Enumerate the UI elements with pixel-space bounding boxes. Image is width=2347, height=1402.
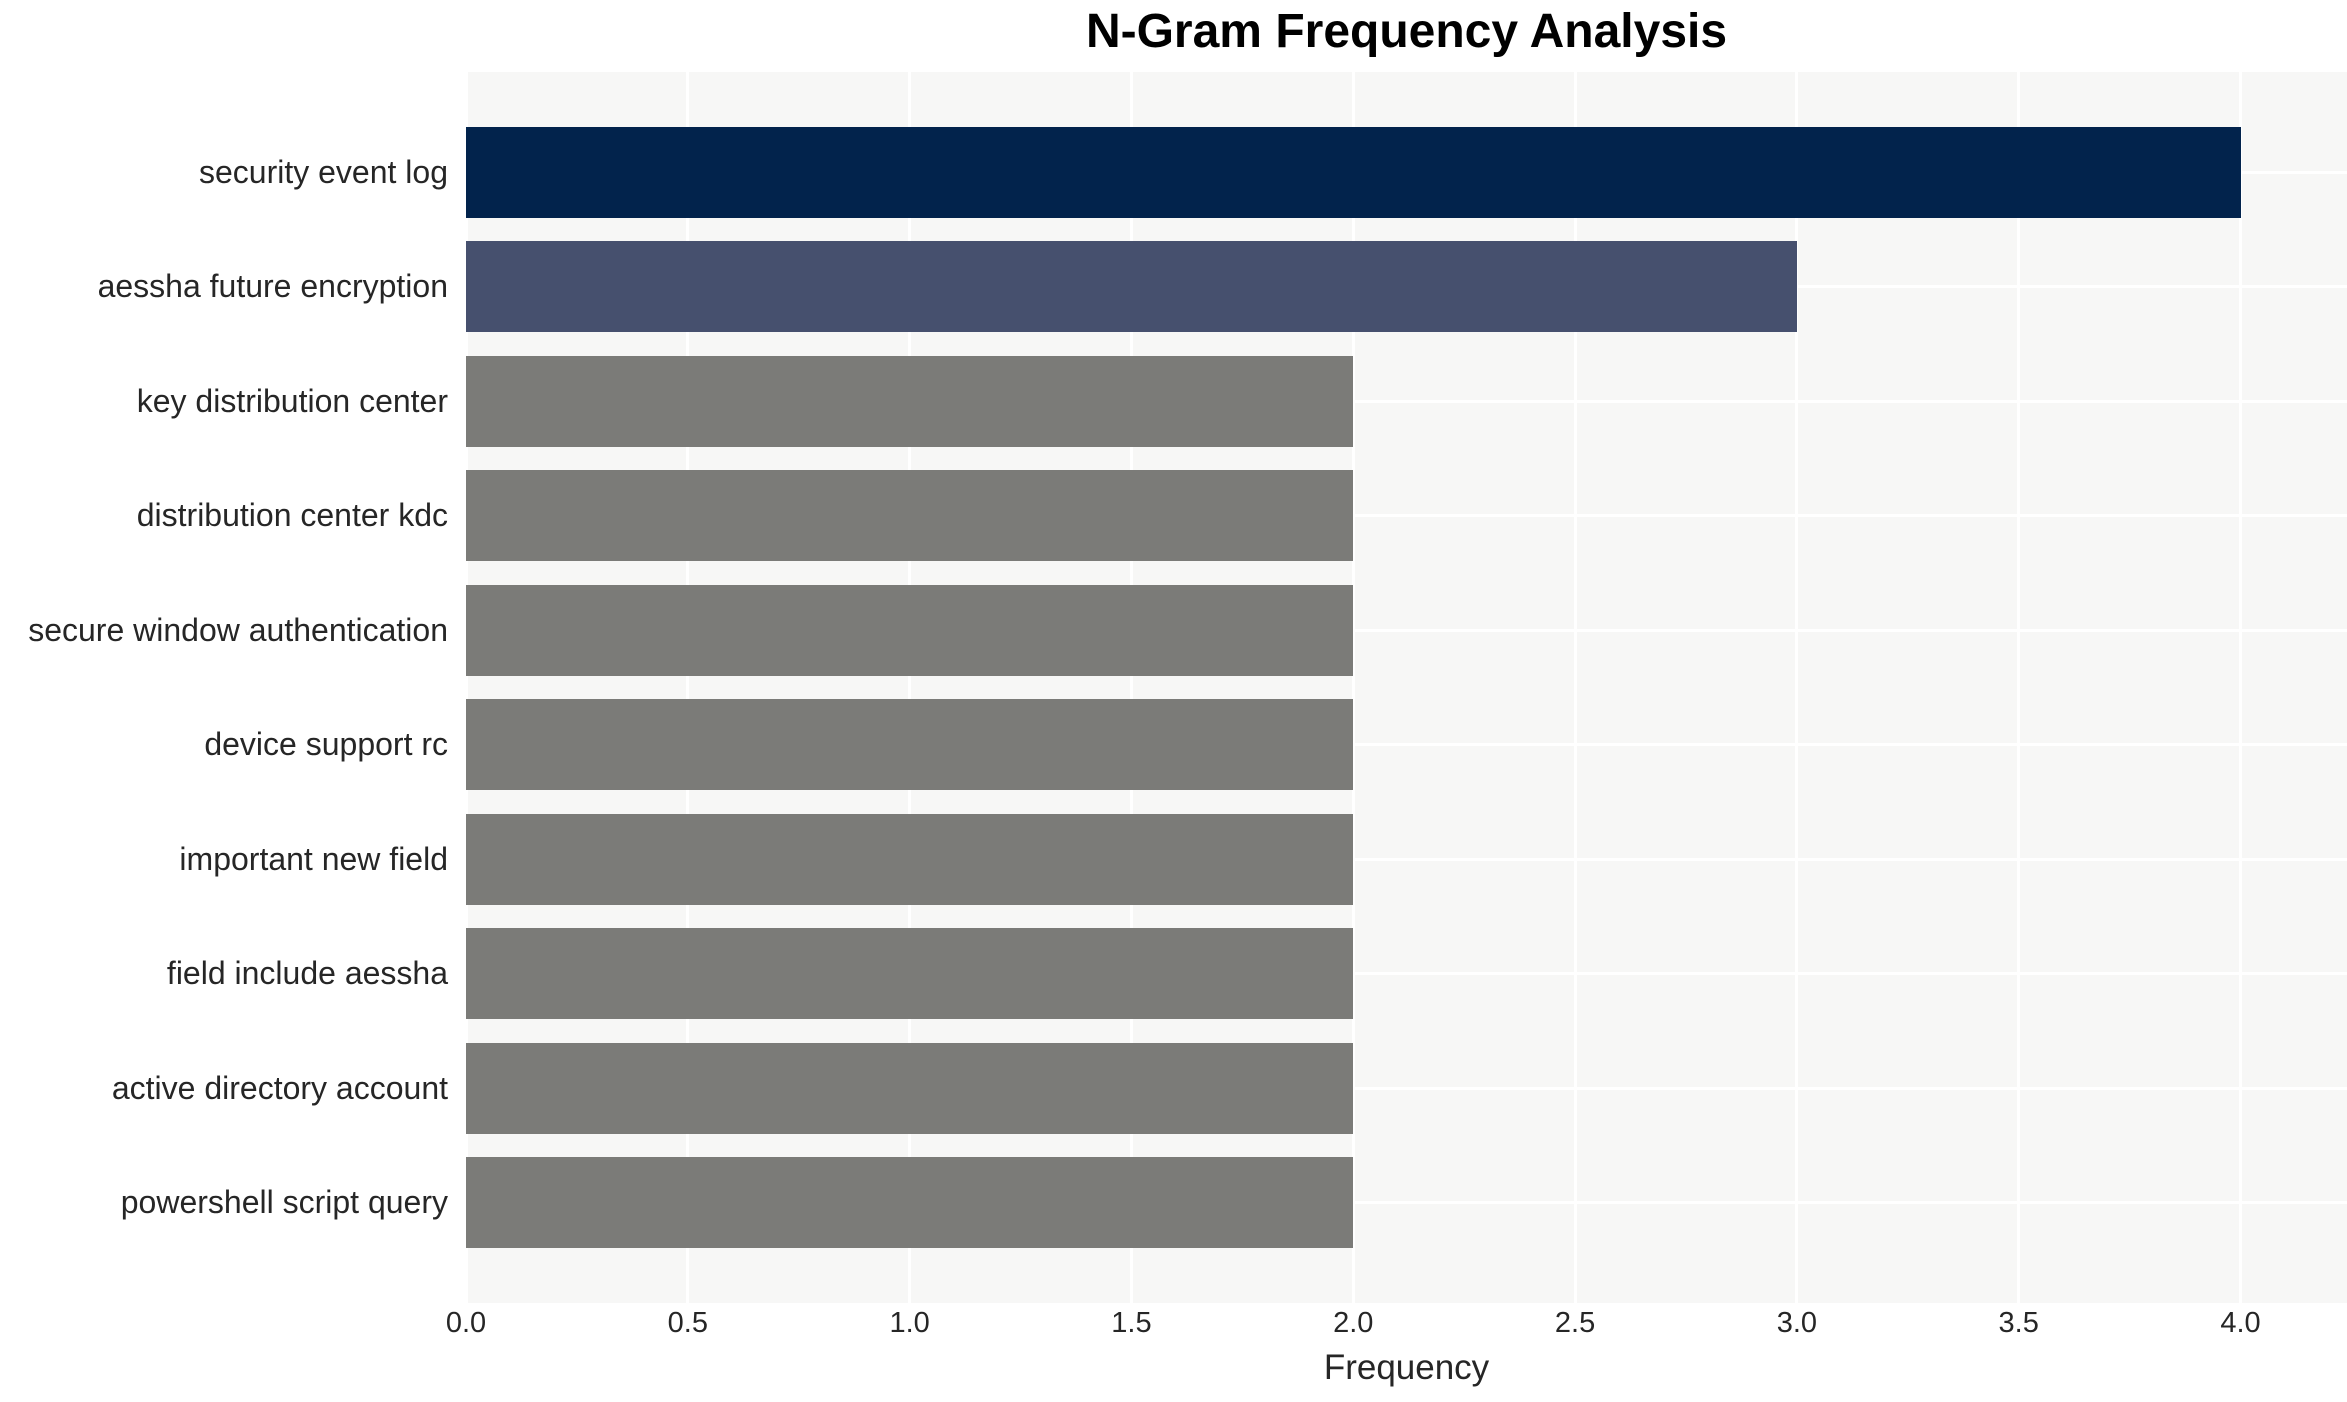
v-gridline: [1795, 72, 1799, 1303]
h-gridline: [466, 743, 2347, 747]
v-gridline: [2017, 72, 2021, 1303]
plot-area: [464, 72, 2347, 1303]
x-tick-label: 1.5: [1111, 1307, 1152, 1339]
v-gridline: [464, 72, 468, 1303]
v-gridline: [1351, 72, 1355, 1303]
y-tick-label: aessha future encryption: [97, 268, 448, 305]
bar-active-directory-account: [466, 1042, 1354, 1134]
x-tick-label: 3.0: [1776, 1307, 1818, 1339]
y-tick-label: important new field: [179, 840, 448, 877]
y-tick-label: active directory account: [111, 1069, 448, 1106]
x-tick-label: 4.0: [2220, 1307, 2261, 1339]
x-tick-label: 0.5: [667, 1307, 708, 1339]
x-tick-label: 2.0: [1333, 1307, 1374, 1339]
h-gridline: [466, 399, 2347, 403]
h-gridline: [466, 628, 2347, 632]
h-gridline: [466, 972, 2347, 976]
y-tick-label: distribution center kdc: [136, 497, 448, 534]
x-tick-label: 0.0: [445, 1307, 487, 1339]
h-gridline: [466, 857, 2347, 861]
y-tick-label: secure window authentication: [28, 611, 448, 648]
bar-distribution-center-kdc: [466, 470, 1354, 562]
bar-important-new-field: [466, 813, 1354, 905]
y-tick-label: security event log: [198, 154, 448, 190]
bar-key-distribution-center: [466, 355, 1354, 447]
h-gridline: [466, 1201, 2347, 1204]
h-gridline: [466, 514, 2347, 518]
bar-powershell-script-query: [466, 1157, 1354, 1248]
v-gridline: [908, 72, 912, 1303]
bar-secure-window-authentication: [466, 584, 1354, 676]
y-tick-label: device support rc: [204, 726, 448, 763]
v-gridline: [686, 72, 690, 1303]
x-tick-label: 3.5: [1998, 1307, 2039, 1339]
y-axis-labels: security event log aessha future encrypti…: [0, 72, 456, 1303]
bar-aessha-future-encryption: [466, 241, 1797, 333]
h-gridline: [466, 1086, 2347, 1090]
x-axis-label: Frequency: [1323, 1348, 1490, 1387]
x-axis-ticks: 0.0 0.5 1.0 1.5 2.0 2.5 3.0 3.5 4.0: [0, 1307, 2347, 1347]
v-gridline: [1573, 72, 1577, 1303]
v-gridline: [2239, 72, 2243, 1303]
bar-device-support-rc: [466, 699, 1354, 791]
y-tick-label: powershell script query: [120, 1184, 448, 1220]
v-gridline: [1129, 72, 1133, 1303]
x-tick-label: 2.5: [1554, 1307, 1596, 1339]
x-tick-label: 1.0: [889, 1307, 930, 1339]
chart-title: N-Gram Frequency Analysis: [1085, 5, 1728, 58]
y-tick-label: field include aessha: [166, 955, 448, 992]
bar-field-include-aessha: [466, 928, 1354, 1020]
bar-security-event-log: [466, 127, 2241, 218]
y-tick-label: key distribution center: [136, 382, 448, 419]
